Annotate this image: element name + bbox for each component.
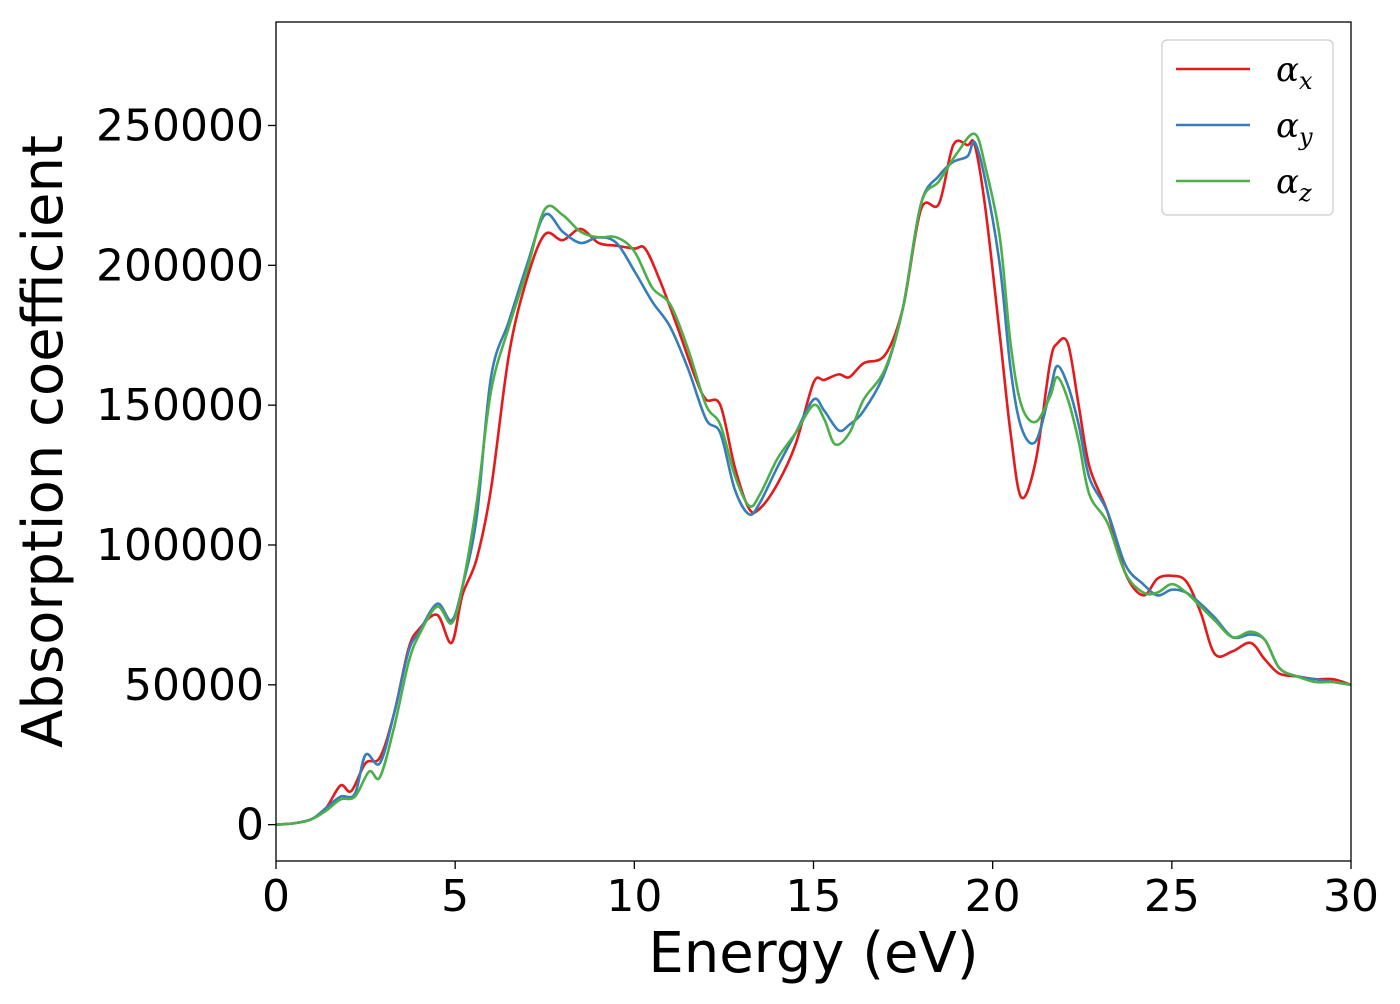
x-tick-label: 10 xyxy=(606,871,662,922)
x-tick-label: 15 xyxy=(786,871,842,922)
y-tick-label: 0 xyxy=(236,800,264,851)
x-tick-label: 25 xyxy=(1144,871,1200,922)
x-tick-label: 20 xyxy=(965,871,1021,922)
x-tick-label: 30 xyxy=(1323,871,1379,922)
y-tick-label: 250000 xyxy=(96,100,264,151)
y-tick-label: 200000 xyxy=(96,240,264,291)
series-line-alpha-y xyxy=(276,140,1351,826)
x-tick-label: 0 xyxy=(262,871,290,922)
y-tick-label: 150000 xyxy=(96,380,264,431)
series-line-alpha-x xyxy=(276,139,1351,826)
y-tick-label: 100000 xyxy=(96,520,264,571)
y-ticks: 0 50000 100000 150000 200000 250000 xyxy=(96,100,276,851)
x-ticks: 0 5 10 15 20 25 30 xyxy=(262,861,1379,922)
legend-label-z: αz xyxy=(1276,162,1312,207)
series-line-alpha-z xyxy=(276,132,1351,826)
y-axis-label: Absorption coefficient xyxy=(11,135,76,748)
legend-box xyxy=(1161,39,1334,216)
x-tick-label: 5 xyxy=(441,871,469,922)
y-tick-label: 50000 xyxy=(124,660,264,711)
x-axis-label: Energy (eV) xyxy=(648,921,978,986)
series-layer xyxy=(276,132,1351,826)
